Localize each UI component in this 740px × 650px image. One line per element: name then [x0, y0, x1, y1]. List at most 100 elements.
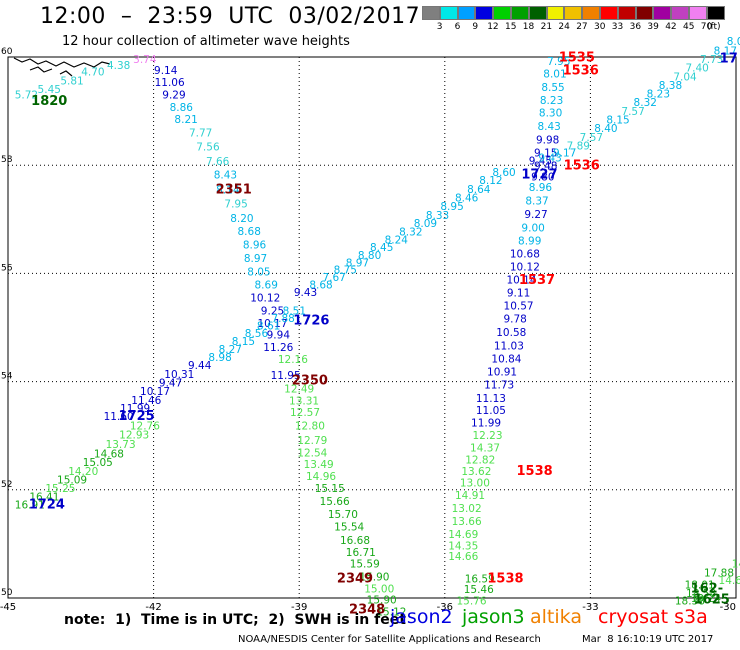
wave-height-value: 14.64 — [719, 575, 740, 587]
wave-height-value: 5.72 — [15, 90, 38, 102]
wave-height-value: 3.74 — [133, 54, 157, 66]
wave-height-value: 16.59 — [465, 573, 495, 585]
wave-height-value: 7.95 — [224, 198, 247, 210]
scale-swatch — [475, 6, 494, 20]
x-tick-label: -42 — [145, 602, 161, 613]
wave-height-value: 14.91 — [455, 490, 485, 502]
wave-height-value: 8.80 — [358, 250, 381, 262]
wave-height-value: 7.77 — [189, 128, 212, 140]
wave-height-value: 11.03 — [494, 341, 524, 353]
wave-height-value: 15.00 — [364, 584, 394, 596]
wave-height-value: 13.62 — [461, 466, 491, 478]
wave-height-value: 7.56 — [196, 142, 220, 154]
scale-label: 70 — [700, 22, 713, 32]
wave-height-value: 7.73 — [700, 54, 723, 66]
pass-time-label: 1625 — [694, 592, 730, 607]
wave-height-value: 8.01 — [543, 69, 566, 81]
wave-height-value: 8.56 — [245, 328, 269, 340]
scale-label: 39 — [647, 22, 659, 32]
wave-height-value: 7.88 — [271, 313, 294, 325]
pass-time-label: 17 — [720, 51, 738, 66]
wave-height-value: 15.54 — [334, 521, 364, 533]
wave-height-value: 8.32 — [399, 227, 422, 239]
wave-height-value: 8.24 — [385, 235, 409, 247]
wave-height-value: 12.54 — [297, 447, 327, 459]
wave-height-value: 18.58 — [686, 588, 716, 600]
wave-height-value: 8.32 — [634, 97, 657, 109]
wave-height-value: 8.40 — [594, 123, 617, 135]
scale-unit: (ft) — [707, 22, 721, 32]
y-tick-label: 50 — [1, 588, 13, 598]
chart-subtitle: 12 hour collection of altimeter wave hei… — [62, 34, 350, 49]
pass-time-label: 1536 — [563, 63, 599, 78]
wave-height-value: 14.20 — [68, 466, 98, 478]
wave-height-value: 8.15 — [232, 336, 255, 348]
y-tick-label: 52 — [1, 480, 12, 490]
wave-height-value: 7.40 — [685, 63, 708, 75]
wave-height-value: 19.24 — [691, 593, 721, 605]
scale-label: 45 — [683, 22, 695, 32]
wave-height-value: 9.44 — [188, 360, 212, 372]
wave-height-value: 17.88 — [704, 567, 734, 579]
scale-label: 27 — [576, 22, 588, 32]
wave-height-value: 9.78 — [503, 314, 526, 326]
wave-height-value: 10.14 — [506, 275, 536, 287]
wave-height-value: 9.98 — [536, 135, 559, 147]
wave-height-value: 10.91 — [487, 367, 517, 379]
wave-height-value: 12.49 — [284, 383, 314, 395]
wave-height-value: 9.14 — [154, 65, 178, 77]
wave-height-value: 8.27 — [219, 344, 242, 356]
wave-height-value: 8.97 — [244, 253, 267, 265]
wave-height-value: 8.21 — [174, 114, 197, 126]
scale-swatch — [546, 6, 565, 20]
wave-height-value: 10.17 — [140, 386, 170, 398]
y-tick-label: 60 — [1, 47, 13, 57]
wave-height-value: 8.68 — [309, 280, 332, 292]
scale-label: 18 — [522, 22, 535, 32]
y-tick-label: 56 — [1, 263, 13, 273]
wave-height-value: 9.43 — [294, 287, 317, 299]
wave-height-value: 12.57 — [290, 407, 320, 419]
wave-height-value: 8.05 — [247, 267, 270, 279]
y-tick-label: 54 — [1, 372, 13, 382]
wave-height-value: 8.96 — [243, 240, 267, 252]
wave-height-value: 8.33 — [426, 210, 449, 222]
wave-height-value: 12.23 — [472, 430, 502, 442]
wave-height-value: 11.60 — [104, 411, 134, 423]
wave-height-value: 8.61 — [257, 321, 280, 333]
wave-height-value: 8.45 — [370, 242, 393, 254]
scale-label: 6 — [454, 22, 461, 32]
wave-height-value: 4.38 — [107, 60, 130, 72]
scale-swatch — [617, 6, 636, 20]
y-tick-label: 58 — [1, 155, 13, 165]
wave-height-value: 16.68 — [340, 535, 370, 547]
wave-height-value: 15.15 — [315, 483, 345, 495]
wave-height-value: 11.26 — [263, 342, 293, 354]
footer-timestamp: Mar 8 16:10:19 UTC 2017 — [582, 634, 714, 645]
wave-height-value: 5.81 — [60, 76, 83, 88]
x-tick-label: -36 — [437, 602, 453, 613]
pass-time-label: 1537 — [519, 273, 555, 288]
wave-height-value: 8.20 — [230, 213, 253, 225]
pass-time-label: 1538 — [487, 571, 523, 586]
wave-height-value: 12.76 — [130, 421, 160, 433]
wave-height-value: 8.15 — [606, 115, 629, 127]
scale-label: 3 — [436, 22, 443, 32]
wave-height-value: 9.27 — [524, 209, 547, 221]
wave-height-value: 16.71 — [346, 547, 376, 559]
scale-swatch — [493, 6, 511, 20]
wave-height-value: 12.79 — [297, 435, 327, 447]
wave-height-value: 7.04 — [673, 71, 697, 83]
wave-height-value: 8.09 — [414, 218, 437, 230]
wave-height-value: 16.41 — [29, 492, 59, 504]
wave-height-value: 12.82 — [465, 454, 495, 466]
wave-height-value: 8.23 — [647, 89, 670, 101]
wave-height-value: 15.05 — [83, 457, 113, 469]
scale-label: 9 — [472, 22, 479, 32]
wave-height-value: 14.68 — [94, 448, 124, 460]
pass-time-label: 1820 — [31, 94, 67, 109]
wave-height-value: 13.31 — [289, 395, 319, 407]
pass-time-label: 1726 — [293, 313, 329, 328]
wave-height-value: 12.80 — [295, 421, 325, 433]
wave-height-value: 8.95 — [440, 201, 463, 213]
